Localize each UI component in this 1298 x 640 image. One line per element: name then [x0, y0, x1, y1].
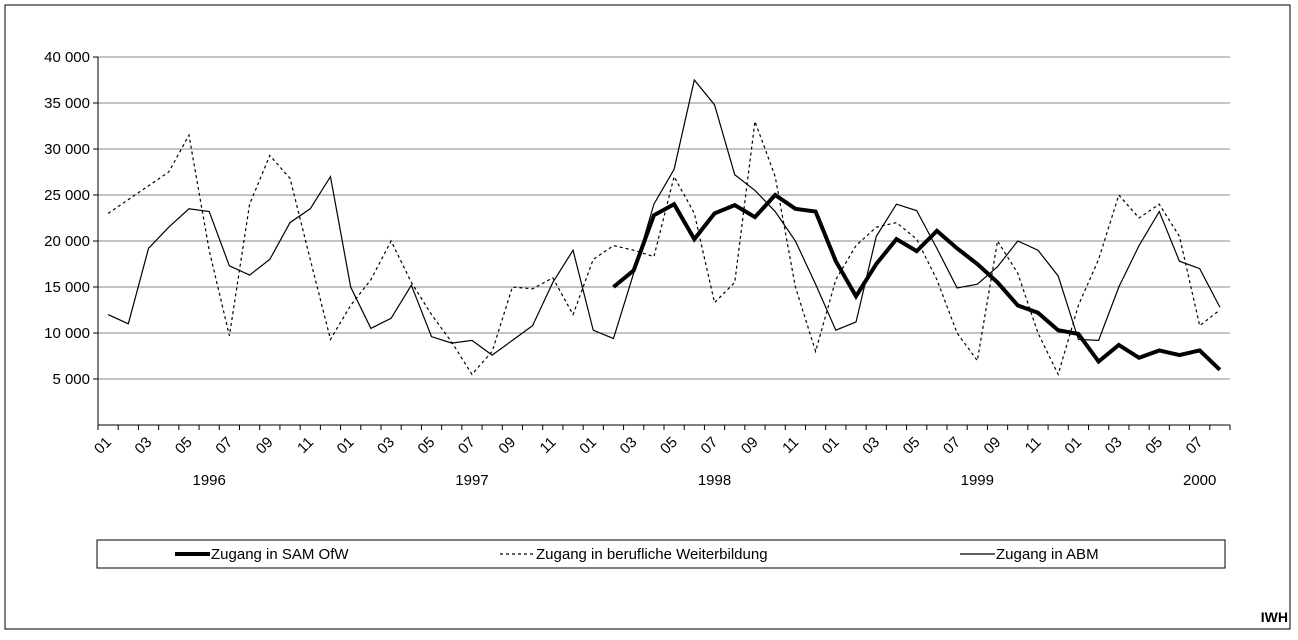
x-tick-label: 05	[172, 434, 196, 458]
y-tick-label: 30 000	[44, 141, 90, 158]
y-tick-label: 10 000	[44, 325, 90, 342]
x-tick-label: 03	[374, 434, 398, 458]
x-tick-label: 07	[1183, 434, 1207, 458]
x-tick-label: 11	[779, 434, 802, 457]
x-tick-label: 11	[294, 434, 317, 457]
x-tick-label: 09	[495, 434, 519, 458]
x-tick-label: 03	[617, 434, 641, 458]
x-tick-label: 05	[415, 434, 439, 458]
x-tick-label: 01	[91, 434, 115, 458]
x-tick-label: 05	[657, 434, 681, 458]
x-tick-label: 11	[1022, 434, 1045, 457]
legend-label: Zugang in berufliche Weiterbildung	[536, 546, 768, 563]
x-tick-label: 07	[212, 434, 236, 458]
frame	[4, 4, 1291, 630]
x-tick-label: 01	[334, 434, 358, 458]
y-tick-label: 40 000	[44, 49, 90, 66]
x-tick-label: 09	[253, 434, 277, 458]
x-tick-label: 03	[1102, 434, 1126, 458]
x-tick-label: 01	[1061, 434, 1085, 458]
year-label: 2000	[1183, 472, 1216, 489]
y-tick-label: 20 000	[44, 233, 90, 250]
y-tick-label: 15 000	[44, 279, 90, 296]
x-tick-label: 01	[819, 434, 843, 458]
x-tick-label: 09	[981, 434, 1005, 458]
y-tick-label: 25 000	[44, 187, 90, 204]
legend-box	[96, 539, 1226, 569]
series-line	[612, 192, 1222, 372]
x-tick-label: 05	[1142, 434, 1166, 458]
year-label: 1999	[961, 472, 994, 489]
legend-label: Zugang in ABM	[996, 546, 1099, 563]
year-label: 1997	[455, 472, 488, 489]
x-tick-label: 11	[537, 434, 560, 457]
year-label: 1998	[698, 472, 731, 489]
x-tick-label: 07	[698, 434, 722, 458]
x-tick-label: 07	[940, 434, 964, 458]
year-label: 1996	[192, 472, 225, 489]
x-tick-label: 05	[900, 434, 924, 458]
x-tick-label: 03	[132, 434, 156, 458]
series-line	[107, 78, 1221, 356]
y-tick-label: 35 000	[44, 95, 90, 112]
series-line	[107, 121, 1221, 377]
source: IWH	[1261, 609, 1288, 625]
y-tick-label: 5 000	[52, 371, 90, 388]
legend-label: Zugang in SAM OfW	[211, 546, 349, 563]
x-tick-label: 09	[738, 434, 762, 458]
x-tick-label: 03	[859, 434, 883, 458]
x-tick-label: 01	[576, 434, 600, 458]
x-tick-label: 07	[455, 434, 479, 458]
